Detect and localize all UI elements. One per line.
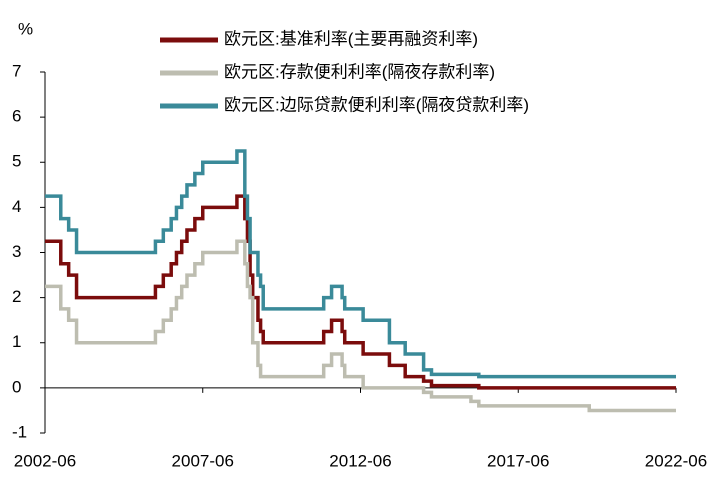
legend-label: 欧元区:存款便利利率(隔夜存款利率) — [224, 62, 495, 81]
y-tick-label: 0 — [12, 377, 21, 396]
series-line — [45, 194, 676, 390]
x-tick-label: 2012-06 — [329, 451, 391, 470]
y-tick-label: 2 — [12, 287, 21, 306]
y-tick-label: 4 — [12, 197, 21, 216]
x-tick-label: 2017-06 — [487, 451, 549, 470]
series-line — [45, 149, 676, 379]
y-unit: % — [18, 19, 33, 38]
legend-label: 欧元区:边际贷款便利利率(隔夜贷款利率) — [224, 95, 529, 114]
x-tick-label: 2007-06 — [172, 451, 234, 470]
y-tick-label: 6 — [12, 107, 21, 126]
series-line — [45, 239, 676, 413]
y-tick-label: 3 — [12, 242, 21, 261]
legend-label: 欧元区:基准利率(主要再融资利率) — [224, 29, 478, 48]
y-tick-label: 7 — [12, 61, 21, 80]
x-tick-label: 2022-06 — [645, 451, 707, 470]
y-tick-label: -1 — [12, 422, 27, 441]
y-tick-label: 1 — [12, 332, 21, 351]
x-tick-label: 2002-06 — [14, 451, 76, 470]
y-tick-label: 5 — [12, 152, 21, 171]
